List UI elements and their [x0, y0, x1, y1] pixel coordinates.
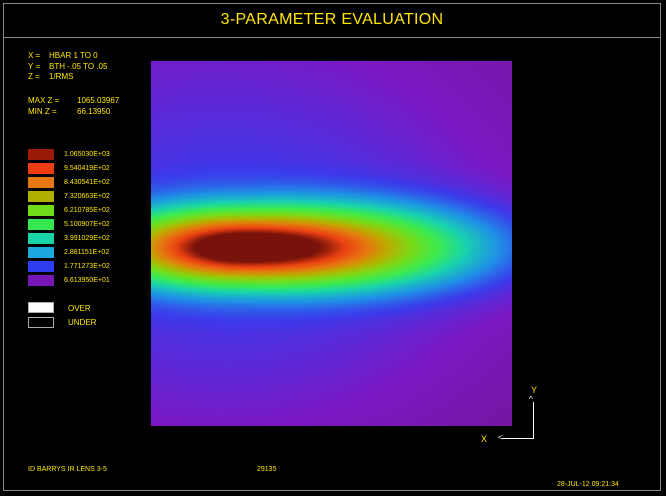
- legend-swatch: [28, 191, 54, 202]
- legend-swatch: [28, 219, 54, 230]
- footer-number: 29135: [257, 466, 277, 473]
- legend-label: 1.065030E+03: [64, 151, 110, 158]
- heatmap-plot: [151, 61, 512, 426]
- legend-swatch: [28, 233, 54, 244]
- axis-y-value: BTH -.05 TO .05: [49, 62, 108, 71]
- legend-swatch: [28, 205, 54, 216]
- footer-datetime: 28-JUL-12 09:21:34: [557, 481, 619, 488]
- axis-z-value: 1/RMS: [49, 72, 74, 81]
- title-bar: 3-PARAMETER EVALUATION: [3, 3, 661, 38]
- under-label: UNDER: [68, 318, 97, 327]
- legend-label: 2.881151E+02: [64, 249, 110, 256]
- legend-swatch: [28, 261, 54, 272]
- legend-label: 7.320663E+02: [64, 193, 110, 200]
- legend-swatch: [28, 247, 54, 258]
- legend-label: 6.210785E+02: [64, 207, 110, 214]
- axis-x-key: X =: [28, 51, 41, 60]
- legend-swatch: [28, 149, 54, 160]
- legend-swatch: [28, 163, 54, 174]
- legend-label: 9.540419E+02: [64, 165, 110, 172]
- legend-swatch: [28, 275, 54, 286]
- x-axis-arrow: [502, 438, 534, 439]
- legend-label: 3.991029E+02: [64, 235, 110, 242]
- over-label: OVER: [68, 304, 91, 313]
- legend-label: 5.100907E+02: [64, 221, 110, 228]
- axis-y-key: Y =: [28, 62, 41, 71]
- max-z-value: 1065.03967: [77, 96, 120, 105]
- min-z-key: MIN Z =: [28, 107, 57, 116]
- under-swatch: [28, 317, 54, 328]
- x-arrowhead: <: [498, 433, 503, 442]
- footer-id: ID BARRYS IR LENS 3-5: [28, 466, 107, 473]
- y-arrowhead: ^: [529, 395, 533, 404]
- x-axis-label: X: [481, 434, 488, 444]
- page-title: 3-PARAMETER EVALUATION: [220, 11, 444, 28]
- y-axis-label: Y: [531, 385, 538, 395]
- legend-label: 1.771273E+02: [64, 263, 110, 270]
- over-swatch: [28, 302, 54, 313]
- legend-label: 8.430541E+02: [64, 179, 110, 186]
- min-z-value: 66.13950: [77, 107, 111, 116]
- max-z-key: MAX Z =: [28, 96, 60, 105]
- legend-label: 6.613950E+01: [64, 277, 110, 284]
- plot-frame: [3, 3, 661, 491]
- y-axis-arrow: [533, 402, 534, 438]
- axis-z-key: Z =: [28, 72, 40, 81]
- legend-swatch: [28, 177, 54, 188]
- axis-x-value: HBAR 1 TO 0: [49, 51, 98, 60]
